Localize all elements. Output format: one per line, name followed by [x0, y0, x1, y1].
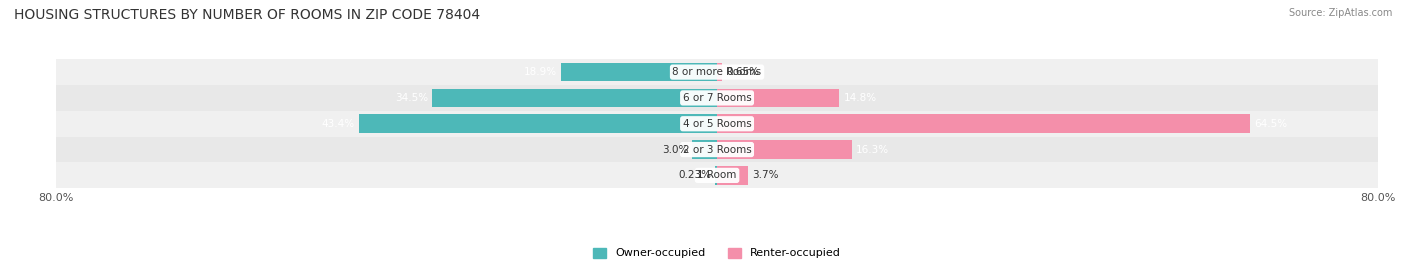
Text: 2 or 3 Rooms: 2 or 3 Rooms — [683, 144, 751, 155]
Text: 0.23%: 0.23% — [678, 170, 711, 180]
Text: 1 Room: 1 Room — [697, 170, 737, 180]
Text: 6 or 7 Rooms: 6 or 7 Rooms — [683, 93, 751, 103]
Bar — [717, 114, 1250, 133]
Bar — [717, 89, 839, 107]
Bar — [432, 89, 717, 107]
Text: 34.5%: 34.5% — [395, 93, 427, 103]
Text: 3.0%: 3.0% — [662, 144, 688, 155]
Bar — [561, 63, 717, 82]
Bar — [56, 162, 1378, 188]
Bar — [359, 114, 717, 133]
Text: 16.3%: 16.3% — [856, 144, 889, 155]
Bar — [717, 63, 723, 82]
Text: 0.65%: 0.65% — [727, 67, 759, 77]
Bar — [717, 166, 748, 185]
Text: 8 or more Rooms: 8 or more Rooms — [672, 67, 762, 77]
Text: 18.9%: 18.9% — [523, 67, 557, 77]
Text: 4 or 5 Rooms: 4 or 5 Rooms — [683, 119, 751, 129]
Text: HOUSING STRUCTURES BY NUMBER OF ROOMS IN ZIP CODE 78404: HOUSING STRUCTURES BY NUMBER OF ROOMS IN… — [14, 8, 481, 22]
Bar — [56, 111, 1378, 137]
Bar — [56, 85, 1378, 111]
Text: 64.5%: 64.5% — [1254, 119, 1286, 129]
Text: 14.8%: 14.8% — [844, 93, 876, 103]
Bar — [716, 166, 717, 185]
Text: 43.4%: 43.4% — [322, 119, 354, 129]
Bar — [56, 137, 1378, 162]
Bar — [717, 140, 852, 159]
Bar — [56, 59, 1378, 85]
Bar — [692, 140, 717, 159]
Text: 3.7%: 3.7% — [752, 170, 779, 180]
Legend: Owner-occupied, Renter-occupied: Owner-occupied, Renter-occupied — [589, 243, 845, 263]
Text: Source: ZipAtlas.com: Source: ZipAtlas.com — [1288, 8, 1392, 18]
